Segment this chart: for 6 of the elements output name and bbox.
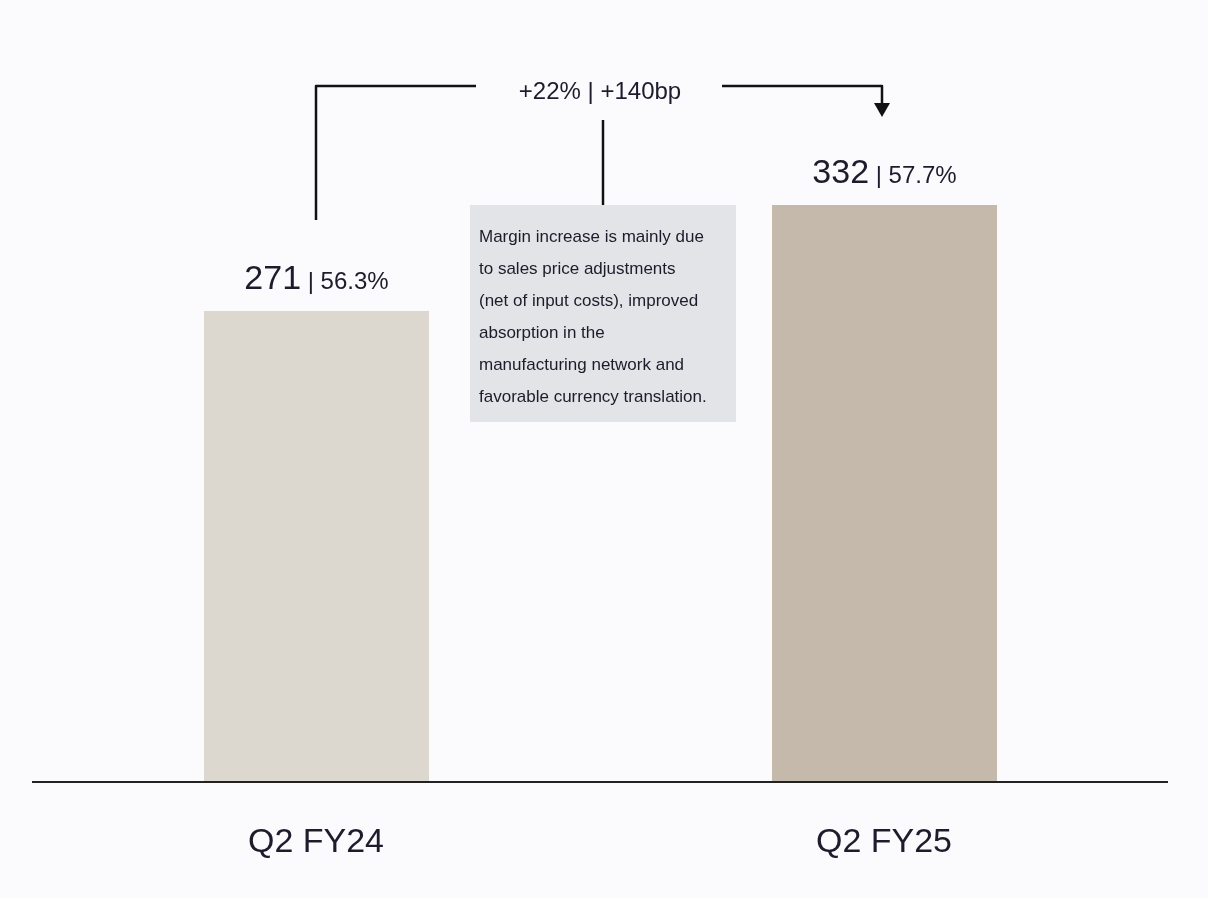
data-label: 332 | 57.7% [812,152,957,190]
text: +22% | +140bp [518,77,682,104]
data-label: 271 | 56.3% [244,258,389,297]
x-tick-label: Q2 FY25 [815,821,953,859]
annotation: Margin increase is mainly due to sales price adjustments (net of input costs), improved absorption in the manufacturing network and favorable currency translation. [479,227,707,406]
x-tick-label: Q2 FY24 [247,821,385,859]
